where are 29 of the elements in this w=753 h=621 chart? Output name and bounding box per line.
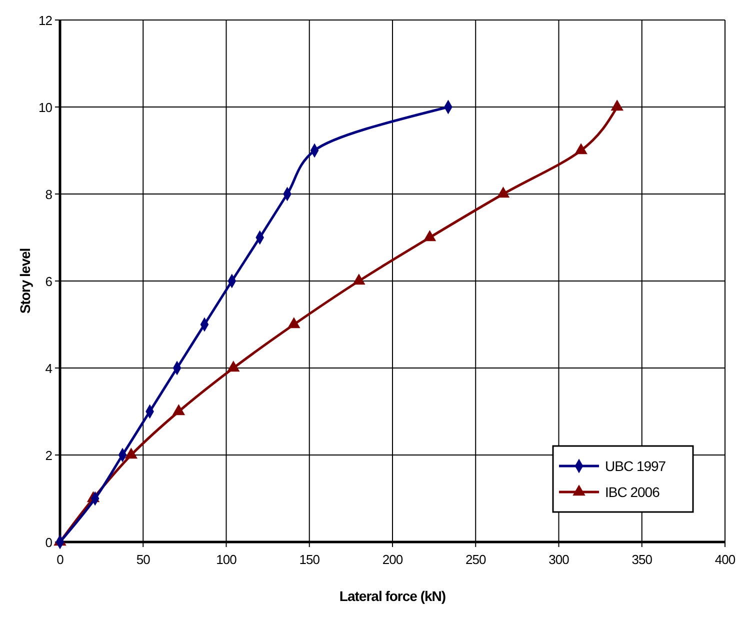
y-tick-label: 2 (45, 448, 52, 463)
point (352, 274, 366, 285)
y-tick-label: 12 (38, 13, 52, 28)
x-tick-label: 400 (714, 552, 736, 567)
y-tick-label: 6 (45, 274, 52, 289)
x-tick-label: 200 (382, 552, 403, 567)
y-axis-title: Story level (17, 248, 33, 314)
point (610, 100, 624, 111)
x-tick-label: 50 (136, 552, 150, 567)
y-tick-label: 4 (45, 361, 52, 376)
x-tick-label: 150 (299, 552, 320, 567)
point (574, 143, 588, 154)
point (288, 317, 300, 328)
y-tick-label: 10 (38, 100, 52, 115)
legend-label: UBC 1997 (605, 458, 666, 474)
point (496, 186, 510, 198)
y-tick-label: 0 (45, 535, 52, 550)
x-tick-label: 0 (56, 552, 64, 567)
x-tick-label: 100 (216, 552, 237, 567)
x-axis-title: Lateral force (kN) (339, 588, 446, 604)
x-tick-label: 300 (548, 552, 570, 567)
point (227, 360, 240, 372)
x-tick-label: 350 (632, 552, 652, 567)
point (172, 404, 186, 416)
point (124, 448, 138, 459)
x-tick-label: 250 (466, 552, 486, 567)
y-tick-label: 8 (45, 187, 52, 202)
point (423, 230, 436, 242)
legend-label: IBC 2006 (605, 484, 660, 500)
